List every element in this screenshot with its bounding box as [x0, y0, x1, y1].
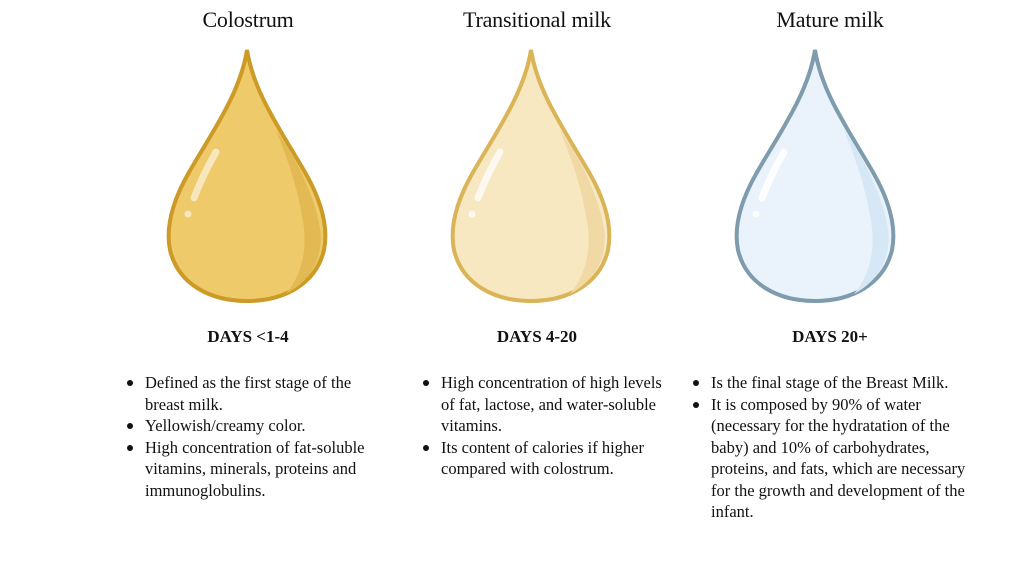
mature-milk-drop-icon	[732, 44, 898, 306]
stage-title: Colostrum	[202, 7, 294, 32]
stage-title: Transitional milk	[463, 7, 611, 32]
list-item: Is the final stage of the Breast Milk.	[692, 372, 972, 394]
drop-body	[166, 49, 328, 304]
drop-shade	[560, 130, 605, 294]
stage-title: Mature milk	[776, 7, 884, 32]
list-item: High concentration of fat-soluble vitami…	[126, 437, 376, 502]
drop-shade	[844, 130, 889, 294]
list-item: It is composed by 90% of water (necessar…	[692, 394, 972, 523]
transitional-milk-drop-icon	[448, 44, 614, 306]
stage-mature-milk: Mature milk DAYS 20+ Is the final stage …	[680, 0, 980, 576]
stage-colostrum: Colostrum DAYS <1-4 Defined as the first…	[108, 0, 388, 576]
fact-list: High concentration of high levels of fat…	[422, 372, 667, 480]
drop-body	[450, 49, 612, 304]
stage-days: DAYS <1-4	[207, 327, 289, 346]
drop-body	[734, 49, 896, 304]
list-item: Yellowish/creamy color.	[126, 415, 376, 437]
list-item: Defined as the first stage of the breast…	[126, 372, 376, 415]
fact-list: Defined as the first stage of the breast…	[126, 372, 376, 501]
stage-days: DAYS 4-20	[496, 327, 578, 346]
colostrum-drop-icon	[164, 44, 330, 306]
drop-shade	[276, 130, 321, 294]
stage-transitional-milk: Transitional milk DAYS 4-20 High concent…	[392, 0, 682, 576]
list-item: Its content of calories if higher compar…	[422, 437, 667, 480]
list-item: High concentration of high levels of fat…	[422, 372, 667, 437]
fact-list: Is the final stage of the Breast Milk. I…	[692, 372, 972, 523]
stage-days: DAYS 20+	[792, 327, 868, 346]
